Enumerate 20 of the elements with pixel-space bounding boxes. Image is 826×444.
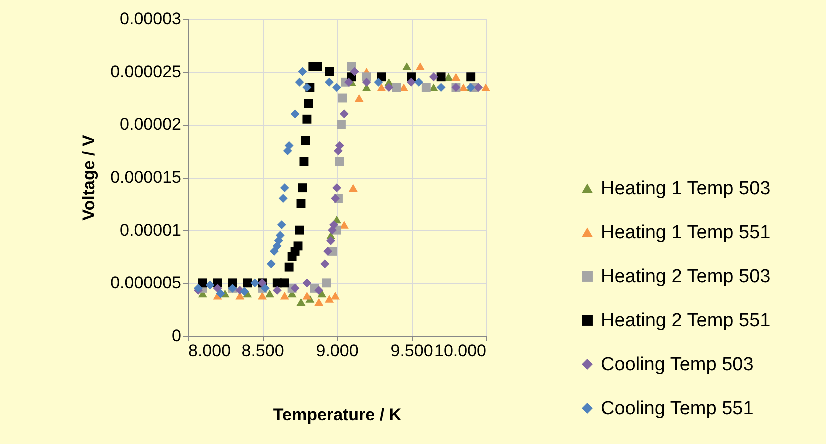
y-tick-label: 0.00003 <box>120 10 182 28</box>
x-tick-label: 9.500 <box>390 342 434 360</box>
y-axis-title: Voltage / V <box>80 134 99 221</box>
legend-label: Heating 1 Temp 551 <box>601 222 771 244</box>
x-tick-label: 8.000 <box>188 342 232 360</box>
legend-label: Heating 1 Temp 503 <box>601 178 771 200</box>
x-tick-label: 10.000 <box>434 342 486 360</box>
legend-label: Cooling Temp 503 <box>601 354 754 376</box>
x-tick-label: 8.500 <box>242 342 284 360</box>
legend-label: Heating 2 Temp 503 <box>601 266 771 288</box>
y-tick-label: 0 <box>172 326 182 346</box>
legend-label: Heating 2 Temp 551 <box>601 310 771 332</box>
y-tick-label: 0.000005 <box>110 274 182 293</box>
y-tick-label: 0.000015 <box>110 168 182 187</box>
legend-label: Cooling Temp 551 <box>601 398 754 420</box>
y-tick-label: 0.00001 <box>120 220 182 240</box>
x-tick-label: 9.000 <box>316 342 359 360</box>
y-tick-label: 0.00002 <box>120 115 182 134</box>
y-tick-label: 0.000025 <box>110 62 182 82</box>
x-axis-title: Temperature / K <box>273 406 402 424</box>
